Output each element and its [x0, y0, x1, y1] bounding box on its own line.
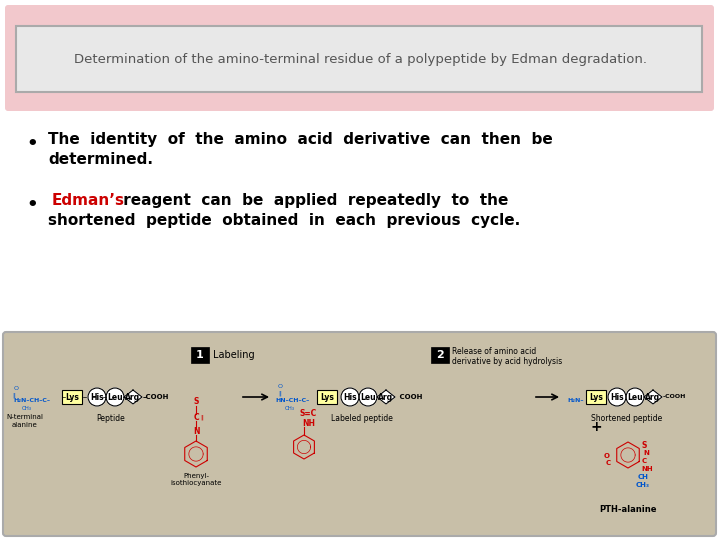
- Text: N: N: [643, 450, 649, 456]
- Text: S: S: [193, 397, 199, 407]
- Text: Lys: Lys: [65, 393, 79, 402]
- Text: +: +: [590, 420, 602, 434]
- Text: Phenyl-: Phenyl-: [183, 473, 209, 479]
- Text: N: N: [193, 428, 199, 436]
- Bar: [317, 390, 337, 404]
- Text: CH₃: CH₃: [636, 482, 650, 488]
- Text: ‖: ‖: [278, 390, 281, 396]
- Text: C: C: [193, 413, 199, 422]
- Text: •: •: [26, 135, 38, 153]
- FancyBboxPatch shape: [431, 347, 449, 363]
- Text: S: S: [642, 441, 647, 449]
- Text: ‖: ‖: [12, 392, 15, 398]
- Text: O: O: [604, 453, 610, 459]
- Text: Arg: Arg: [645, 393, 660, 402]
- Text: O: O: [14, 386, 19, 390]
- Text: Leu: Leu: [107, 393, 123, 402]
- Text: determined.: determined.: [48, 152, 153, 167]
- Circle shape: [88, 388, 106, 406]
- Bar: [62, 390, 82, 404]
- Circle shape: [341, 388, 359, 406]
- FancyBboxPatch shape: [191, 347, 209, 363]
- Text: C: C: [606, 460, 611, 466]
- Bar: [586, 390, 606, 404]
- Text: C: C: [642, 458, 647, 464]
- Text: Release of amino acid: Release of amino acid: [452, 348, 536, 356]
- Text: Leu: Leu: [360, 393, 376, 402]
- Polygon shape: [124, 390, 142, 404]
- Text: His: His: [90, 393, 104, 402]
- Polygon shape: [617, 442, 639, 468]
- Text: –COOH: –COOH: [143, 394, 169, 400]
- Circle shape: [626, 388, 644, 406]
- Polygon shape: [644, 390, 662, 404]
- Text: Lys: Lys: [320, 393, 334, 402]
- Text: NH: NH: [302, 418, 315, 428]
- Text: Arg: Arg: [125, 393, 140, 402]
- Text: HN–CH–C–: HN–CH–C–: [275, 397, 310, 402]
- Polygon shape: [185, 441, 207, 467]
- Text: S=C: S=C: [300, 408, 318, 417]
- Text: Arg: Arg: [379, 393, 394, 402]
- Text: Leu: Leu: [627, 393, 643, 402]
- Text: CH₃: CH₃: [285, 406, 295, 410]
- Circle shape: [608, 388, 626, 406]
- Text: CH₃: CH₃: [22, 406, 32, 410]
- Text: 1: 1: [196, 350, 204, 360]
- Text: H₂N–: H₂N–: [567, 397, 583, 402]
- Text: Labeling: Labeling: [213, 350, 255, 360]
- Circle shape: [106, 388, 124, 406]
- Text: shortened  peptide  obtained  in  each  previous  cycle.: shortened peptide obtained in each previ…: [48, 213, 521, 228]
- Text: •: •: [26, 196, 38, 214]
- Text: Lys: Lys: [589, 393, 603, 402]
- Text: COOH: COOH: [397, 394, 423, 400]
- Text: Edman’s: Edman’s: [52, 193, 125, 208]
- Text: His: His: [610, 393, 624, 402]
- Text: Labeled peptide: Labeled peptide: [331, 414, 393, 423]
- Text: derivative by acid hydrolysis: derivative by acid hydrolysis: [452, 356, 562, 366]
- FancyBboxPatch shape: [3, 332, 716, 536]
- Text: The  identity  of  the  amino  acid  derivative  can  then  be: The identity of the amino acid derivativ…: [48, 132, 553, 147]
- Circle shape: [359, 388, 377, 406]
- FancyBboxPatch shape: [16, 26, 702, 92]
- Text: N-terminal: N-terminal: [6, 414, 43, 420]
- Text: H₂N–CH–C–: H₂N–CH–C–: [13, 397, 50, 402]
- Text: Shortened peptide: Shortened peptide: [591, 414, 662, 423]
- Text: O: O: [278, 383, 283, 388]
- Text: His: His: [343, 393, 357, 402]
- Text: ‖: ‖: [200, 414, 203, 420]
- Text: Peptide: Peptide: [96, 414, 125, 423]
- Text: reagent  can  be  applied  repeatedly  to  the: reagent can be applied repeatedly to the: [118, 193, 508, 208]
- Text: Determination of the amino-terminal residue of a polypeptide by Edman degradatio: Determination of the amino-terminal resi…: [73, 53, 647, 66]
- Text: NH: NH: [641, 466, 652, 472]
- Text: 2: 2: [436, 350, 444, 360]
- Text: isothiocyanate: isothiocyanate: [171, 480, 222, 486]
- Text: PTH-alanine: PTH-alanine: [599, 505, 657, 514]
- FancyBboxPatch shape: [5, 5, 714, 111]
- Text: –COOH: –COOH: [663, 395, 686, 400]
- Text: alanine: alanine: [12, 422, 38, 428]
- Polygon shape: [377, 390, 395, 404]
- Polygon shape: [294, 435, 315, 459]
- Text: CH: CH: [638, 474, 649, 480]
